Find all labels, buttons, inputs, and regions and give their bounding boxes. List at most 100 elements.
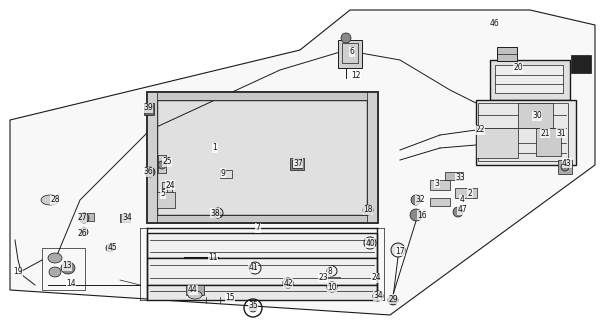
Text: 43: 43 [562, 158, 572, 167]
Bar [120, 214, 130, 222]
Polygon shape [367, 92, 377, 222]
Text: 38: 38 [210, 209, 220, 218]
Text: 2: 2 [467, 188, 472, 197]
Circle shape [286, 281, 290, 285]
Circle shape [391, 243, 405, 257]
Text: 24: 24 [165, 180, 175, 189]
Polygon shape [490, 60, 570, 100]
Text: 12: 12 [352, 70, 361, 79]
Polygon shape [147, 233, 377, 258]
Text: 31: 31 [556, 129, 566, 138]
Text: 21: 21 [540, 129, 550, 138]
Circle shape [145, 167, 155, 177]
Text: 19: 19 [13, 268, 23, 276]
Text: 24: 24 [371, 274, 381, 283]
Bar [80, 213, 94, 221]
Text: 46: 46 [490, 19, 500, 28]
Ellipse shape [41, 195, 59, 205]
Text: 13: 13 [62, 261, 72, 270]
Text: 15: 15 [225, 293, 235, 302]
Ellipse shape [61, 262, 75, 274]
Ellipse shape [48, 253, 62, 263]
Bar [478, 103, 568, 161]
Bar [536, 128, 561, 156]
Text: 7: 7 [255, 223, 260, 233]
Bar [186, 285, 204, 295]
Text: 28: 28 [50, 196, 60, 204]
Bar [342, 43, 358, 63]
Text: 6: 6 [350, 47, 355, 57]
Bar [571, 55, 591, 73]
Circle shape [376, 294, 380, 298]
Bar [220, 170, 232, 178]
Text: 40: 40 [365, 238, 375, 247]
Text: 17: 17 [395, 246, 405, 255]
Circle shape [410, 209, 422, 221]
Bar [518, 103, 553, 128]
Text: 29: 29 [388, 294, 398, 303]
Bar [430, 180, 450, 190]
Text: 35: 35 [248, 301, 258, 310]
Text: 3: 3 [434, 179, 440, 188]
Ellipse shape [49, 267, 61, 277]
Text: 37: 37 [293, 158, 303, 167]
Circle shape [363, 205, 373, 215]
Bar [445, 172, 463, 180]
Text: 34: 34 [122, 213, 132, 222]
Text: 1: 1 [213, 143, 217, 153]
Text: 45: 45 [107, 244, 117, 252]
Ellipse shape [188, 291, 202, 299]
Text: 30: 30 [532, 111, 542, 121]
Text: 5: 5 [161, 189, 165, 198]
Circle shape [453, 207, 463, 217]
Text: 14: 14 [66, 279, 76, 289]
Circle shape [253, 266, 257, 270]
Text: 27: 27 [77, 213, 87, 222]
Circle shape [411, 195, 421, 205]
Polygon shape [147, 92, 377, 100]
Bar [430, 198, 450, 206]
Text: 47: 47 [457, 205, 467, 214]
Text: 9: 9 [220, 169, 225, 178]
Bar [144, 103, 154, 115]
Text: 18: 18 [363, 205, 373, 214]
Polygon shape [147, 215, 377, 222]
Text: 16: 16 [417, 211, 427, 220]
Bar [497, 47, 517, 61]
Bar [495, 65, 563, 93]
Text: 41: 41 [248, 263, 258, 273]
Text: 22: 22 [475, 125, 485, 134]
Text: 8: 8 [327, 267, 332, 276]
Bar [455, 188, 477, 198]
Polygon shape [147, 258, 377, 285]
Circle shape [388, 295, 398, 305]
Circle shape [158, 161, 166, 169]
Polygon shape [10, 10, 595, 315]
Circle shape [561, 163, 569, 171]
Text: 36: 36 [143, 167, 153, 177]
Circle shape [249, 304, 257, 312]
Text: 32: 32 [415, 196, 425, 204]
Bar [476, 128, 518, 158]
Text: 20: 20 [513, 63, 523, 73]
Circle shape [216, 211, 220, 215]
Text: 4: 4 [460, 196, 464, 204]
Polygon shape [476, 100, 576, 165]
Text: 10: 10 [327, 283, 337, 292]
Bar [338, 40, 362, 68]
Text: 44: 44 [188, 285, 198, 294]
Bar [292, 160, 302, 168]
Bar [290, 158, 304, 170]
Bar [558, 160, 572, 174]
Text: 39: 39 [143, 103, 153, 113]
Circle shape [367, 240, 373, 246]
Polygon shape [147, 285, 377, 300]
Text: 33: 33 [455, 173, 465, 182]
Circle shape [106, 244, 114, 252]
Text: 42: 42 [283, 278, 293, 287]
Circle shape [80, 228, 88, 236]
Text: 25: 25 [162, 157, 172, 166]
Polygon shape [162, 182, 172, 195]
Text: 34: 34 [373, 292, 383, 300]
Polygon shape [147, 92, 157, 222]
